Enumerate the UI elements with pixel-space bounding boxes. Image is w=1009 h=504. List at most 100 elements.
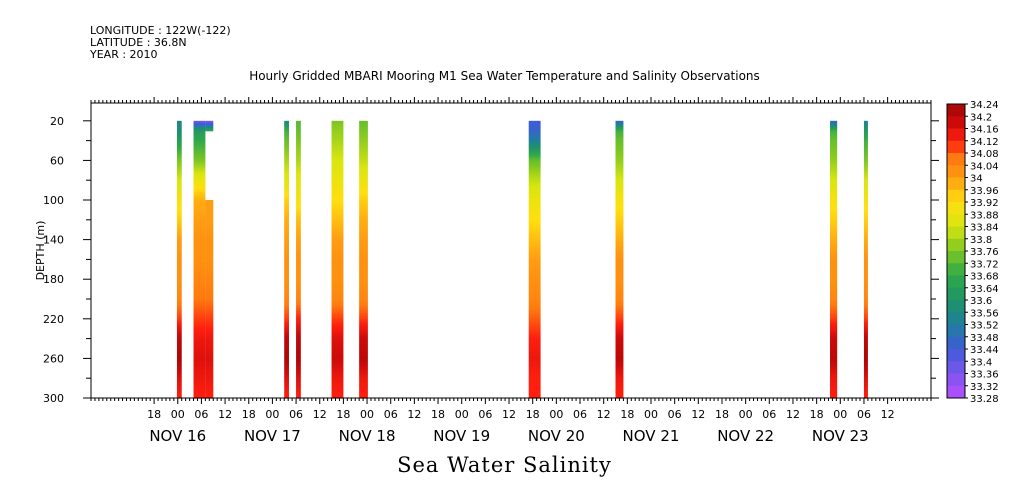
x-tick-label: 00 <box>455 408 469 421</box>
salinity-cell <box>830 247 838 251</box>
salinity-cell <box>830 380 838 383</box>
salinity-cell <box>176 166 182 169</box>
salinity-cell <box>615 156 624 160</box>
salinity-cell <box>193 122 206 126</box>
date-label: NOV 20 <box>528 427 585 445</box>
salinity-cell <box>830 148 838 152</box>
salinity-cell <box>615 330 624 334</box>
salinity-cell <box>615 257 624 261</box>
salinity-cell <box>284 213 289 217</box>
salinity-cell <box>205 348 214 352</box>
salinity-cell <box>331 156 344 160</box>
salinity-cell <box>830 279 838 282</box>
salinity-cell <box>863 330 868 334</box>
colorbar-swatch <box>947 349 965 362</box>
salinity-cell <box>615 275 624 278</box>
salinity-cell <box>863 223 868 227</box>
salinity-cell <box>193 241 206 245</box>
salinity-cell <box>176 174 182 177</box>
salinity-cell <box>331 215 344 219</box>
salinity-cell <box>830 225 838 229</box>
salinity-cell <box>193 164 206 167</box>
salinity-cell <box>331 285 344 288</box>
salinity-cell <box>176 340 182 344</box>
x-tick-label: 18 <box>242 408 256 421</box>
salinity-cell <box>359 227 368 231</box>
salinity-cell <box>176 350 182 354</box>
salinity-cell <box>176 273 182 276</box>
salinity-cell <box>284 126 289 130</box>
salinity-cell <box>331 249 344 253</box>
salinity-cell <box>296 320 301 324</box>
salinity-cell <box>331 148 344 152</box>
salinity-cell <box>331 136 344 140</box>
salinity-cell <box>193 334 206 338</box>
salinity-cell <box>193 287 206 290</box>
salinity-cell <box>830 302 838 306</box>
salinity-cell <box>193 227 206 231</box>
salinity-cell <box>296 180 301 183</box>
salinity-cell <box>359 192 368 195</box>
salinity-cell <box>359 182 368 185</box>
salinity-cell <box>830 275 838 278</box>
salinity-cell <box>359 340 368 344</box>
salinity-cell <box>284 231 289 235</box>
colorbar-swatch <box>947 177 965 191</box>
salinity-cell <box>205 366 214 369</box>
salinity-cell <box>359 302 368 306</box>
salinity-cell <box>296 156 301 160</box>
salinity-cell <box>284 170 289 173</box>
salinity-cell <box>176 184 182 187</box>
salinity-cell <box>615 148 624 152</box>
salinity-cell <box>284 297 289 300</box>
colorbar-label: 33.88 <box>970 210 999 221</box>
salinity-cell <box>284 223 289 227</box>
salinity-cell <box>359 376 368 379</box>
salinity-cell <box>331 384 344 387</box>
salinity-cell <box>830 332 838 336</box>
salinity-cell <box>193 378 206 381</box>
salinity-cell <box>296 273 301 276</box>
colorbar-label: 34.08 <box>970 149 999 160</box>
salinity-cell <box>830 368 838 371</box>
salinity-cell <box>193 348 206 352</box>
salinity-cell <box>830 192 838 195</box>
salinity-cell <box>615 271 624 274</box>
salinity-cell <box>284 186 289 189</box>
salinity-cell <box>193 358 206 361</box>
salinity-cell <box>528 332 541 336</box>
salinity-cell <box>193 267 206 270</box>
salinity-cell <box>359 366 368 369</box>
x-tick-label: 18 <box>147 408 161 421</box>
salinity-cell <box>615 277 624 280</box>
salinity-cell <box>615 316 624 320</box>
date-label: NOV 16 <box>149 427 206 445</box>
salinity-cell <box>296 370 301 373</box>
salinity-cell <box>863 344 868 348</box>
salinity-cell <box>331 211 344 215</box>
salinity-cell <box>359 287 368 290</box>
salinity-cell <box>284 229 289 233</box>
salinity-cell <box>863 356 868 359</box>
salinity-cell <box>528 362 541 365</box>
salinity-cell <box>193 291 206 294</box>
salinity-cell <box>528 253 541 257</box>
salinity-cell <box>176 128 182 132</box>
salinity-cell <box>284 146 289 150</box>
salinity-cell <box>284 227 289 231</box>
salinity-cell <box>176 233 182 237</box>
salinity-cell <box>863 261 868 264</box>
salinity-cell <box>359 174 368 177</box>
salinity-cell <box>284 372 289 375</box>
salinity-cell <box>528 186 541 189</box>
salinity-cell <box>176 394 182 397</box>
salinity-cell <box>176 245 182 249</box>
x-tick-label: 18 <box>431 408 445 421</box>
salinity-cell <box>830 251 838 255</box>
salinity-cell <box>296 380 301 383</box>
salinity-cell <box>830 190 838 193</box>
salinity-cell <box>528 320 541 324</box>
salinity-cell <box>176 396 182 399</box>
salinity-cell <box>296 356 301 359</box>
salinity-cell <box>863 172 868 175</box>
